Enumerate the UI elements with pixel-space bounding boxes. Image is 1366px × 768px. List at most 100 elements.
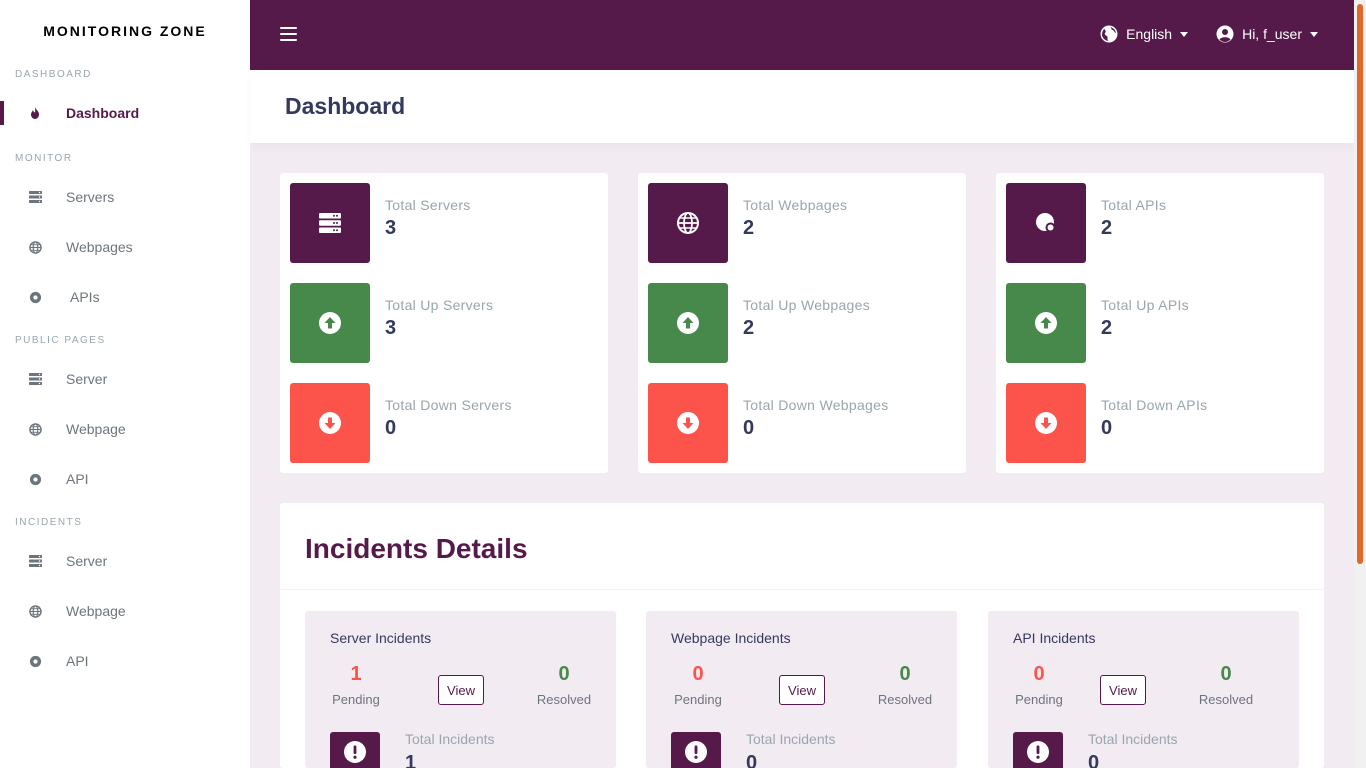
stat-value: 3	[385, 317, 397, 339]
stat-value: 2	[1101, 317, 1113, 339]
dot-circle-icon	[28, 472, 42, 486]
stat-total-servers[interactable]: Total Servers 3	[290, 183, 598, 263]
exclamation-circle-icon	[671, 732, 721, 768]
total-incidents-label: Total Incidents	[1088, 731, 1178, 747]
stat-up-apis[interactable]: Total Up APIs 2	[1006, 283, 1314, 363]
api-incidents-box: API Incidents 0 Pending View 0 Resolved …	[988, 611, 1299, 768]
globe-icon	[648, 183, 728, 263]
total-incidents-value: 0	[746, 752, 758, 768]
sidebar-item-label: Dashboard	[66, 105, 140, 121]
pending-label: Pending	[674, 692, 722, 707]
server-icon	[290, 183, 370, 263]
sidebar-item-apis[interactable]: APIs	[0, 272, 250, 322]
sidebar-item-label: Webpage	[66, 603, 126, 619]
dot-circle-icon	[28, 654, 42, 668]
total-incidents-label: Total Incidents	[746, 731, 836, 747]
view-api-incidents-button[interactable]: View	[1100, 675, 1146, 705]
menu-toggle-icon[interactable]	[280, 27, 297, 43]
stat-up-servers[interactable]: Total Up Servers 3	[290, 283, 598, 363]
server-icon	[28, 372, 42, 386]
section-header-incidents: INCIDENTS	[15, 517, 83, 528]
section-header-monitor: MONITOR	[15, 153, 73, 164]
user-dropdown[interactable]: Hi, f_user	[1216, 25, 1318, 43]
globe-icon	[28, 604, 42, 618]
resolved-label: Resolved	[877, 692, 933, 707]
stat-value: 0	[385, 417, 397, 439]
arrow-circle-up-icon	[1006, 283, 1086, 363]
pending-count: 0 Pending	[658, 663, 738, 707]
stat-label: Total Up APIs	[1101, 297, 1189, 313]
globe-icon	[28, 422, 42, 436]
apis-stats-card: Total APIs 2 Total Up APIs 2 Total Down AP…	[996, 173, 1324, 473]
sidebar-item-label: Webpages	[66, 239, 133, 255]
page-title: Dashboard	[285, 93, 406, 119]
api-icon	[1006, 183, 1086, 263]
stat-value: 0	[1101, 417, 1113, 439]
pending-label: Pending	[332, 692, 380, 707]
page-scrollbar[interactable]	[1354, 0, 1366, 768]
stat-total-webpages[interactable]: Total Webpages 2	[648, 183, 956, 263]
stat-label: Total Servers	[385, 197, 471, 213]
stat-label: Total APIs	[1101, 197, 1167, 213]
divider	[280, 589, 1324, 590]
arrow-circle-up-icon	[290, 283, 370, 363]
webpages-stats-card: Total Webpages 2 Total Up Webpages 2 Total…	[638, 173, 966, 473]
sidebar-item-label: API	[66, 653, 89, 669]
stat-up-webpages[interactable]: Total Up Webpages 2	[648, 283, 956, 363]
stat-value: 2	[743, 217, 755, 239]
stat-label: Total Up Servers	[385, 297, 494, 313]
pending-value: 0	[692, 663, 704, 685]
stat-total-apis[interactable]: Total APIs 2	[1006, 183, 1314, 263]
sidebar-item-label: APIs	[70, 289, 100, 305]
stat-label: Total Down APIs	[1101, 397, 1208, 413]
globe-icon	[28, 240, 42, 254]
stat-down-apis[interactable]: Total Down APIs 0	[1006, 383, 1314, 463]
total-incidents-value: 0	[1088, 752, 1100, 768]
resolved-count: 0 Resolved	[524, 663, 604, 707]
sidebar-item-public-webpage[interactable]: Webpage	[0, 404, 250, 454]
pending-label: Pending	[1015, 692, 1063, 707]
arrow-circle-down-icon	[1006, 383, 1086, 463]
sidebar-item-servers[interactable]: Servers	[0, 172, 250, 222]
section-header: Dashboard	[250, 70, 1354, 143]
resolved-label: Resolved	[1198, 692, 1254, 707]
resolved-count: 0 Resolved	[865, 663, 945, 707]
stat-down-servers[interactable]: Total Down Servers 0	[290, 383, 598, 463]
brand-logo[interactable]: MONITORING ZONE	[43, 23, 207, 39]
resolved-label: Resolved	[536, 692, 592, 707]
resolved-count: 0 Resolved	[1186, 663, 1266, 707]
sidebar-item-incidents-server[interactable]: Server	[0, 536, 250, 586]
sidebar-item-public-api[interactable]: API	[0, 454, 250, 504]
exclamation-circle-icon	[1013, 732, 1063, 768]
language-dropdown[interactable]: English	[1100, 25, 1189, 43]
incidents-box-title: API Incidents	[1013, 630, 1096, 646]
incidents-box-title: Webpage Incidents	[671, 630, 791, 646]
stat-label: Total Down Servers	[385, 397, 512, 413]
view-server-incidents-button[interactable]: View	[438, 675, 484, 705]
sidebar-item-webpages[interactable]: Webpages	[0, 222, 250, 272]
sidebar-item-incidents-api[interactable]: API	[0, 636, 250, 686]
sidebar-item-public-server[interactable]: Server	[0, 354, 250, 404]
stat-value: 0	[743, 417, 755, 439]
view-webpage-incidents-button[interactable]: View	[779, 675, 825, 705]
globe-americas-icon	[1100, 25, 1118, 43]
server-icon	[28, 554, 42, 568]
sidebar-item-dashboard[interactable]: Dashboard	[0, 88, 250, 138]
sidebar-item-label: API	[66, 471, 89, 487]
servers-stats-card: Total Servers 3 Total Up Servers 3 Total D…	[280, 173, 608, 473]
pending-count: 0 Pending	[999, 663, 1079, 707]
resolved-value: 0	[899, 663, 911, 685]
sidebar: MONITORING ZONE DASHBOARD Dashboard MONI…	[0, 0, 250, 768]
sidebar-item-incidents-webpage[interactable]: Webpage	[0, 586, 250, 636]
section-header-dashboard: DASHBOARD	[15, 69, 92, 80]
sidebar-item-label: Servers	[66, 189, 115, 205]
stat-down-webpages[interactable]: Total Down Webpages 0	[648, 383, 956, 463]
user-circle-icon	[1216, 25, 1234, 43]
stat-label: Total Up Webpages	[743, 297, 871, 313]
arrow-circle-up-icon	[648, 283, 728, 363]
scrollbar-thumb[interactable]	[1357, 4, 1363, 564]
arrow-circle-down-icon	[290, 383, 370, 463]
sidebar-item-label: Server	[66, 553, 108, 569]
resolved-value: 0	[1220, 663, 1232, 685]
stat-label: Total Webpages	[743, 197, 848, 213]
